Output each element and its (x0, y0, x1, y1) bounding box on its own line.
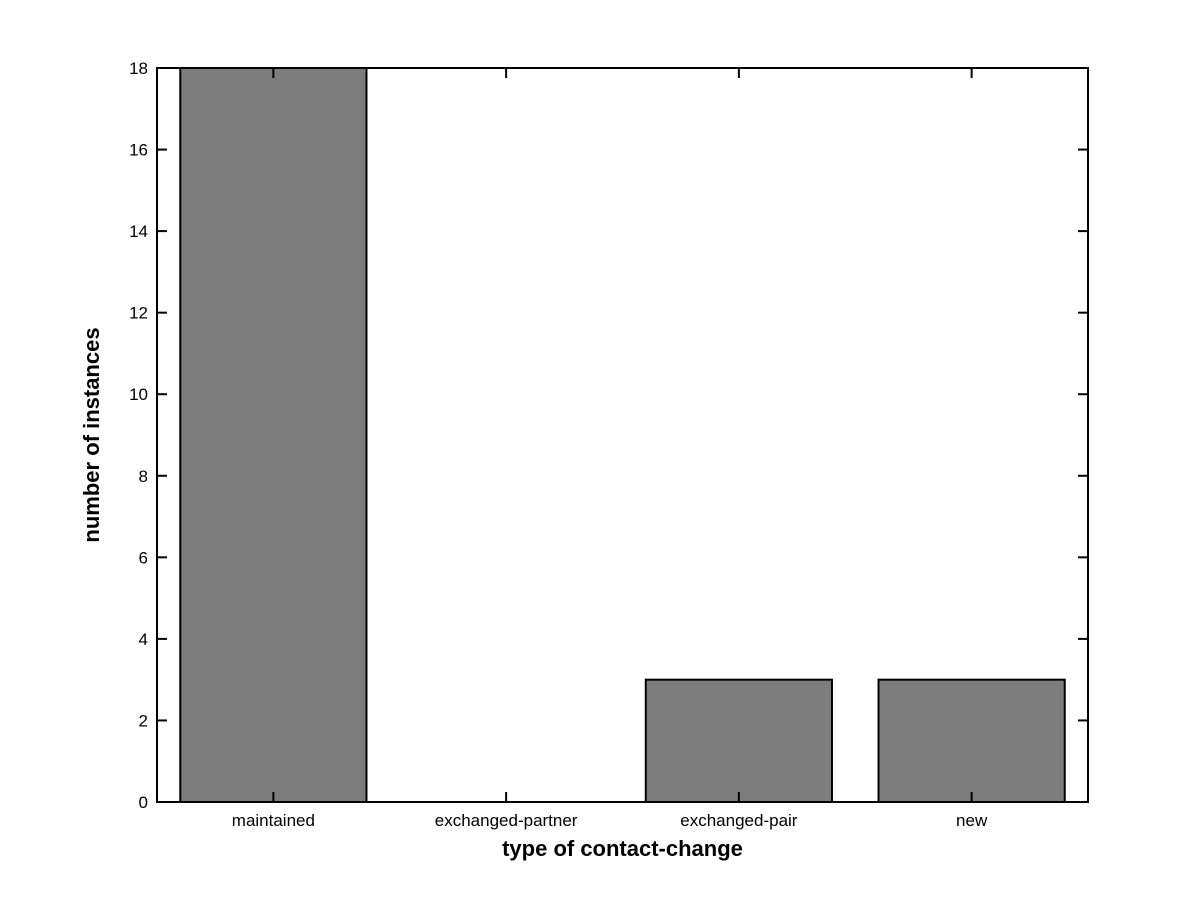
y-tick-label: 16 (129, 141, 148, 160)
y-tick-label: 10 (129, 385, 148, 404)
y-tick-label: 8 (139, 467, 148, 486)
y-tick-label: 12 (129, 304, 148, 323)
y-tick-label: 2 (139, 711, 148, 730)
y-tick-label: 4 (139, 630, 148, 649)
y-axis-label: number of instances (79, 327, 104, 542)
x-tick-label: maintained (232, 811, 315, 830)
bar-maintained (179, 67, 368, 803)
y-tick-label: 0 (139, 793, 148, 812)
x-axis-label: type of contact-change (502, 836, 743, 861)
y-tick-label: 18 (129, 59, 148, 78)
x-tick-label: new (956, 811, 988, 830)
bar-exchanged-pair (644, 678, 833, 804)
axes-box (156, 67, 1089, 803)
x-tick-label: exchanged-pair (680, 811, 798, 830)
y-tick-label: 14 (129, 222, 148, 241)
y-tick-label: 6 (139, 548, 148, 567)
x-tick-label: exchanged-partner (435, 811, 578, 830)
bar-new (877, 678, 1066, 804)
